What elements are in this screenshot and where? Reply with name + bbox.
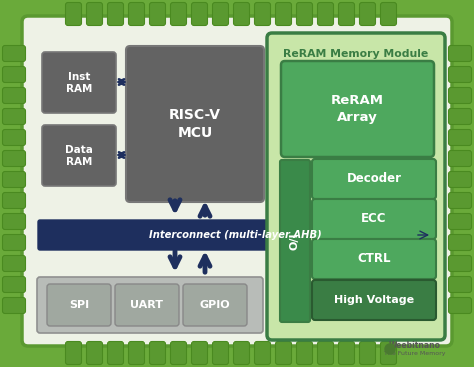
FancyBboxPatch shape [381, 342, 396, 364]
FancyBboxPatch shape [2, 130, 26, 145]
FancyBboxPatch shape [2, 87, 26, 103]
FancyBboxPatch shape [275, 342, 292, 364]
FancyBboxPatch shape [255, 3, 271, 25]
FancyBboxPatch shape [448, 255, 472, 272]
FancyBboxPatch shape [2, 66, 26, 83]
FancyBboxPatch shape [128, 3, 145, 25]
Text: GPIO: GPIO [200, 300, 230, 310]
FancyBboxPatch shape [312, 199, 436, 239]
FancyBboxPatch shape [42, 52, 116, 113]
FancyBboxPatch shape [312, 159, 436, 199]
Text: Data
RAM: Data RAM [65, 145, 93, 167]
FancyBboxPatch shape [297, 3, 312, 25]
Text: RISC-V
MCU: RISC-V MCU [169, 108, 221, 140]
FancyBboxPatch shape [2, 109, 26, 124]
FancyBboxPatch shape [65, 342, 82, 364]
FancyBboxPatch shape [2, 150, 26, 167]
FancyBboxPatch shape [448, 150, 472, 167]
FancyBboxPatch shape [128, 342, 145, 364]
FancyBboxPatch shape [338, 342, 355, 364]
FancyBboxPatch shape [2, 214, 26, 229]
FancyBboxPatch shape [318, 342, 334, 364]
Text: The Future Memory: The Future Memory [384, 350, 446, 356]
FancyBboxPatch shape [448, 298, 472, 313]
Text: ReRAM Memory Module: ReRAM Memory Module [283, 49, 428, 59]
Text: ReRAM
Array: ReRAM Array [330, 94, 383, 124]
FancyBboxPatch shape [381, 3, 396, 25]
FancyBboxPatch shape [267, 33, 445, 340]
FancyBboxPatch shape [38, 220, 432, 250]
FancyBboxPatch shape [22, 16, 452, 346]
FancyBboxPatch shape [234, 3, 249, 25]
FancyBboxPatch shape [183, 284, 247, 326]
FancyBboxPatch shape [108, 342, 124, 364]
FancyBboxPatch shape [2, 46, 26, 62]
Text: Weebitnano: Weebitnano [389, 341, 441, 349]
FancyBboxPatch shape [149, 342, 165, 364]
FancyBboxPatch shape [359, 3, 375, 25]
FancyBboxPatch shape [2, 298, 26, 313]
Text: CTRL: CTRL [357, 252, 391, 265]
FancyBboxPatch shape [2, 171, 26, 188]
FancyBboxPatch shape [234, 342, 249, 364]
FancyBboxPatch shape [280, 160, 310, 322]
FancyBboxPatch shape [312, 280, 436, 320]
FancyBboxPatch shape [86, 342, 102, 364]
Text: O/I: O/I [290, 232, 300, 250]
FancyBboxPatch shape [448, 171, 472, 188]
FancyBboxPatch shape [338, 3, 355, 25]
FancyBboxPatch shape [212, 342, 228, 364]
Text: High Voltage: High Voltage [334, 295, 414, 305]
FancyBboxPatch shape [86, 3, 102, 25]
FancyBboxPatch shape [359, 342, 375, 364]
FancyBboxPatch shape [318, 3, 334, 25]
FancyBboxPatch shape [149, 3, 165, 25]
FancyBboxPatch shape [448, 46, 472, 62]
FancyBboxPatch shape [448, 214, 472, 229]
FancyBboxPatch shape [312, 239, 436, 279]
FancyBboxPatch shape [37, 277, 263, 333]
Text: UART: UART [130, 300, 164, 310]
FancyBboxPatch shape [42, 125, 116, 186]
FancyBboxPatch shape [115, 284, 179, 326]
FancyBboxPatch shape [448, 276, 472, 292]
Text: Decoder: Decoder [346, 172, 401, 185]
FancyBboxPatch shape [275, 3, 292, 25]
FancyBboxPatch shape [191, 3, 208, 25]
FancyBboxPatch shape [448, 87, 472, 103]
FancyBboxPatch shape [108, 3, 124, 25]
FancyBboxPatch shape [2, 235, 26, 251]
Text: Interconnect (multi-layer AHB): Interconnect (multi-layer AHB) [149, 230, 321, 240]
FancyBboxPatch shape [126, 46, 264, 202]
FancyBboxPatch shape [448, 130, 472, 145]
FancyBboxPatch shape [191, 342, 208, 364]
FancyBboxPatch shape [171, 342, 186, 364]
FancyBboxPatch shape [171, 3, 186, 25]
FancyBboxPatch shape [448, 109, 472, 124]
FancyBboxPatch shape [47, 284, 111, 326]
FancyBboxPatch shape [255, 342, 271, 364]
FancyBboxPatch shape [281, 61, 434, 157]
FancyBboxPatch shape [448, 66, 472, 83]
FancyBboxPatch shape [448, 193, 472, 208]
FancyBboxPatch shape [2, 193, 26, 208]
FancyBboxPatch shape [2, 255, 26, 272]
Text: ECC: ECC [361, 212, 387, 225]
FancyBboxPatch shape [2, 276, 26, 292]
Text: SPI: SPI [69, 300, 89, 310]
FancyBboxPatch shape [65, 3, 82, 25]
FancyBboxPatch shape [297, 342, 312, 364]
FancyBboxPatch shape [448, 235, 472, 251]
Circle shape [385, 344, 395, 354]
FancyBboxPatch shape [212, 3, 228, 25]
Text: Inst
RAM: Inst RAM [66, 72, 92, 94]
